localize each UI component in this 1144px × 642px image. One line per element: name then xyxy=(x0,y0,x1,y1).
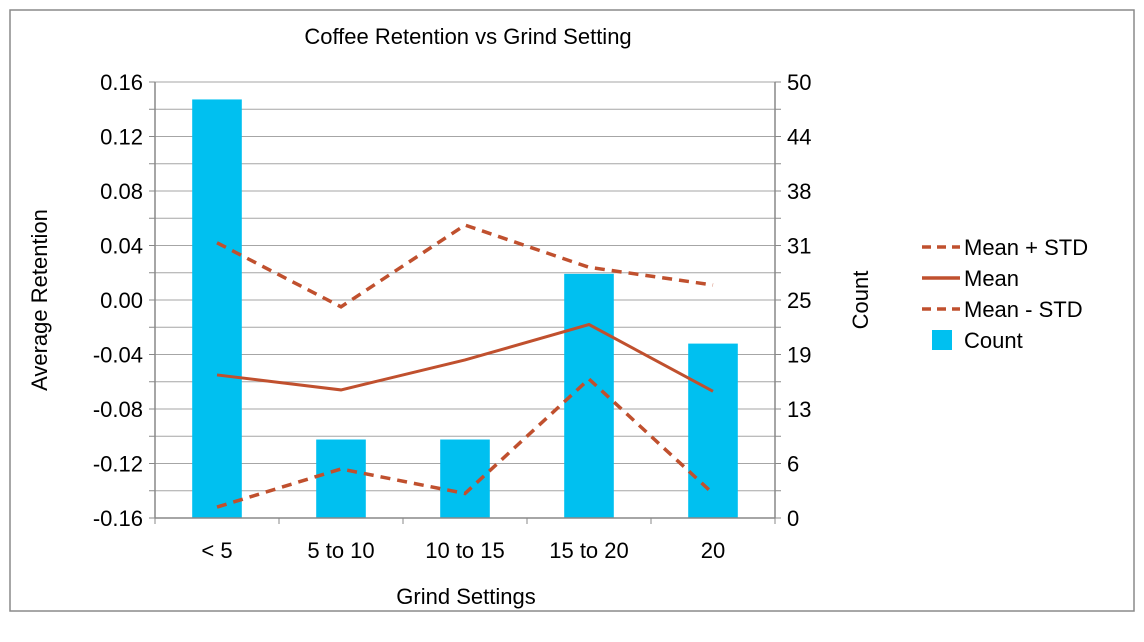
series-line-mean xyxy=(216,322,714,393)
y2-tick-label: 31 xyxy=(787,234,811,259)
line-layer xyxy=(216,223,715,509)
legend-swatch-count xyxy=(932,330,952,350)
y2-tick-label: 38 xyxy=(787,179,811,204)
series-line-mean-std xyxy=(216,376,715,509)
chart-title: Coffee Retention vs Grind Setting xyxy=(304,24,631,49)
series-line-mean-std xyxy=(216,223,714,309)
legend-label: Mean xyxy=(964,266,1019,291)
y-tick-label: 0.12 xyxy=(100,125,143,150)
x-tick-label: 10 to 15 xyxy=(425,538,505,563)
y-tick-label: -0.08 xyxy=(93,397,143,422)
y-tick-label: 0.00 xyxy=(100,288,143,313)
y2-tick-label: 13 xyxy=(787,397,811,422)
x-tick-label: 20 xyxy=(701,538,725,563)
y-tick-label: -0.12 xyxy=(93,452,143,477)
y2-tick-label: 0 xyxy=(787,506,799,531)
bar-layer xyxy=(192,99,738,518)
count-bar xyxy=(688,343,738,518)
axes xyxy=(149,81,781,524)
x-axis-label: Grind Settings xyxy=(396,584,535,609)
y-axis-label: Average Retention xyxy=(27,209,52,391)
y-tick-label: 0.16 xyxy=(100,70,143,95)
legend: Mean + STD Mean Mean - STD Count xyxy=(922,235,1088,353)
y2-tick-label: 25 xyxy=(787,288,811,313)
count-bar xyxy=(316,439,366,518)
tick-labels: 0.16 0.12 0.08 0.04 0.00 -0.04 -0.08 -0.12 -0.16… xyxy=(93,70,812,563)
y-tick-label: -0.16 xyxy=(93,506,143,531)
x-tick-label: 15 to 20 xyxy=(549,538,629,563)
y2-tick-label: 50 xyxy=(787,70,811,95)
legend-label: Mean - STD xyxy=(964,297,1083,322)
y-tick-label: 0.04 xyxy=(100,234,143,259)
y2-tick-label: 19 xyxy=(787,343,811,368)
y2-tick-label: 44 xyxy=(787,125,811,150)
y2-axis-label: Count xyxy=(848,271,873,330)
y-tick-label: 0.08 xyxy=(100,179,143,204)
legend-label: Count xyxy=(964,328,1023,353)
x-tick-label: < 5 xyxy=(201,538,232,563)
count-bar xyxy=(192,99,242,518)
y-tick-label: -0.04 xyxy=(93,343,143,368)
y2-tick-label: 6 xyxy=(787,452,799,477)
x-tick-label: 5 to 10 xyxy=(307,538,374,563)
legend-label: Mean + STD xyxy=(964,235,1088,260)
